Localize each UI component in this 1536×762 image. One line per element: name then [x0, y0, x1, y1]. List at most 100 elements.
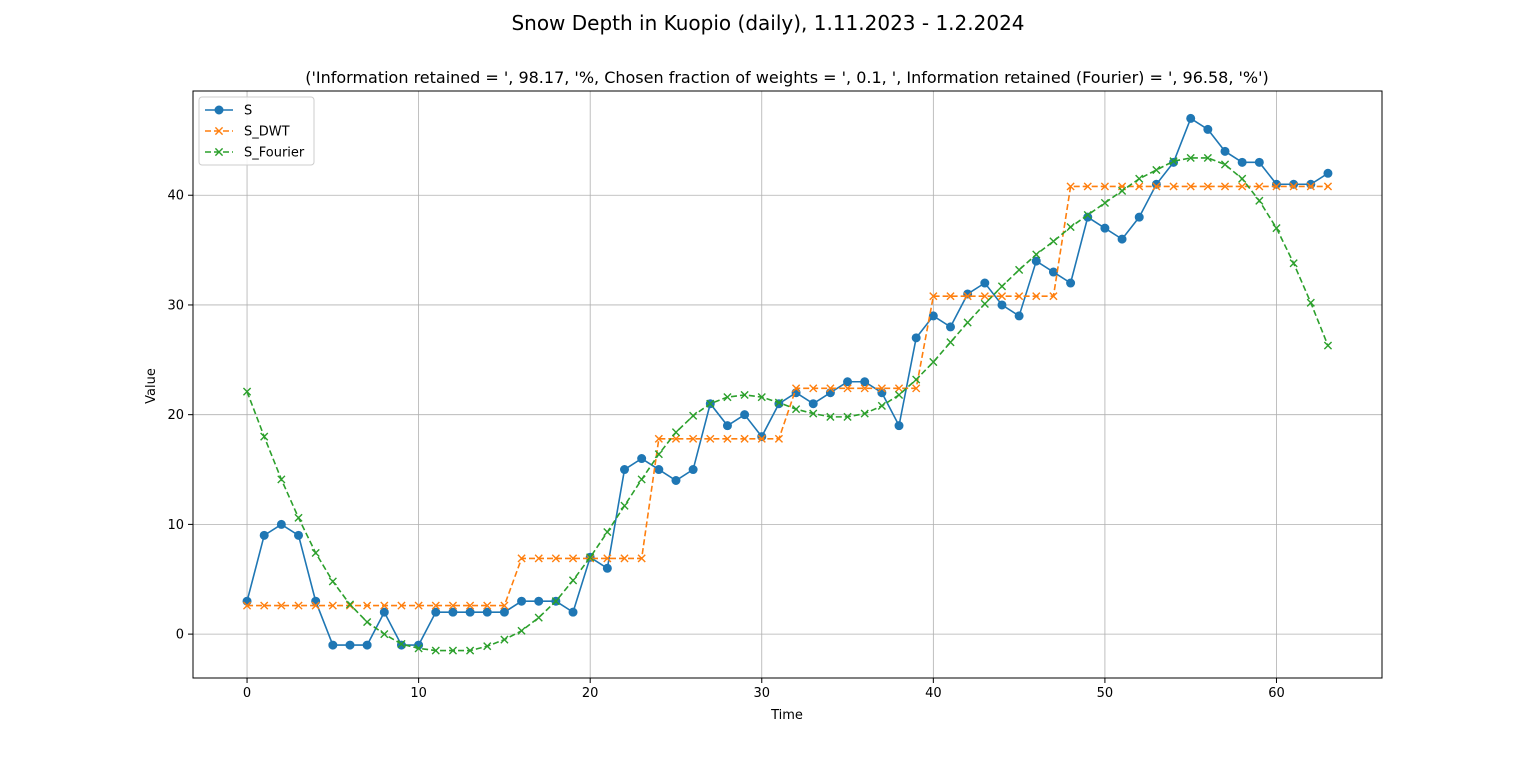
data-point: [363, 601, 372, 610]
data-point: [809, 409, 818, 418]
data-point: [928, 311, 938, 321]
data-point: [620, 554, 629, 563]
data-point: [260, 432, 269, 441]
data-point: [500, 635, 509, 644]
series-line-s: [246, 117, 1329, 646]
data-point: [380, 630, 389, 639]
data-point: [499, 607, 509, 617]
data-point: [345, 600, 355, 609]
data-point: [242, 596, 252, 606]
data-point: [791, 384, 801, 393]
series-s: [242, 113, 1333, 650]
x-tick-label: 30: [753, 686, 770, 701]
data-point: [808, 399, 818, 409]
data-point: [414, 644, 423, 653]
data-point: [1066, 222, 1075, 232]
y-axis-label: Value: [144, 368, 159, 404]
data-point: [379, 607, 389, 617]
legend-label: S: [244, 104, 252, 119]
data-point: [929, 292, 938, 301]
data-point: [620, 501, 629, 510]
data-point: [1100, 198, 1110, 208]
data-point: [774, 434, 784, 443]
data-point: [825, 388, 835, 398]
data-point: [1186, 182, 1195, 191]
data-point: [894, 384, 904, 393]
data-point: [277, 601, 286, 610]
data-point: [1135, 182, 1144, 191]
data-point: [448, 646, 458, 655]
data-point: [688, 465, 698, 475]
data-point: [294, 530, 304, 540]
x-tick-label: 60: [1268, 686, 1285, 701]
data-point: [397, 639, 406, 649]
data-point: [1203, 153, 1212, 163]
data-point: [328, 640, 338, 650]
data-point: [1015, 292, 1024, 301]
data-point: [826, 384, 835, 393]
data-point: [1220, 182, 1230, 191]
data-point: [1220, 160, 1230, 169]
data-point: [1306, 182, 1315, 191]
series-s-fourier: [242, 153, 1333, 655]
data-point: [1152, 182, 1161, 191]
data-point: [568, 554, 578, 563]
data-point: [1203, 124, 1213, 134]
data-point: [843, 412, 852, 421]
data-point: [1117, 186, 1127, 195]
data-point: [860, 409, 869, 418]
data-point: [1306, 298, 1315, 307]
data-point: [894, 421, 904, 431]
data-point: [1203, 182, 1212, 191]
data-point: [1066, 278, 1076, 288]
data-point: [534, 596, 544, 606]
data-point: [311, 601, 320, 610]
legend: S S_DWT S_Fourier: [198, 96, 315, 166]
data-point: [603, 527, 612, 537]
data-point: [534, 554, 543, 563]
data-point: [448, 607, 458, 617]
data-point: [1272, 224, 1281, 233]
data-point: [277, 475, 286, 484]
data-point: [602, 563, 612, 573]
data-point: [551, 554, 560, 563]
data-point: [1272, 182, 1281, 191]
data-point: [363, 617, 372, 627]
data-point: [1015, 265, 1024, 274]
data-point: [654, 434, 663, 443]
data-point: [1255, 196, 1264, 205]
data-point: [740, 434, 749, 443]
data-point: [517, 554, 526, 563]
data-point: [1083, 182, 1092, 191]
data-point: [1238, 182, 1247, 191]
data-point: [517, 596, 527, 606]
data-point: [877, 388, 887, 398]
data-point: [689, 411, 698, 420]
data-point: [586, 553, 595, 562]
data-point: [637, 475, 646, 484]
data-point: [843, 377, 853, 387]
y-tick-label: 0: [176, 628, 184, 643]
legend-box: [198, 96, 315, 166]
data-point: [946, 338, 955, 347]
data-point: [1169, 157, 1178, 166]
legend-label: S_Fourier: [244, 146, 305, 161]
data-point: [774, 398, 784, 407]
data-point: [877, 401, 886, 410]
series-line-s-dwt: [247, 185, 1328, 607]
data-point: [431, 601, 440, 610]
data-point: [963, 292, 972, 301]
x-tick-label: 40: [925, 686, 942, 701]
y-tick-label: 40: [167, 189, 184, 204]
y-tick-label: 20: [167, 408, 184, 423]
data-point: [551, 597, 560, 606]
data-point: [242, 387, 252, 396]
data-point: [465, 607, 475, 617]
data-point: [706, 399, 715, 408]
x-tick-label: 20: [582, 686, 599, 701]
data-point: [1032, 292, 1041, 301]
data-point: [534, 613, 543, 622]
data-point: [706, 434, 715, 443]
data-point: [997, 300, 1007, 310]
data-point: [448, 601, 458, 610]
